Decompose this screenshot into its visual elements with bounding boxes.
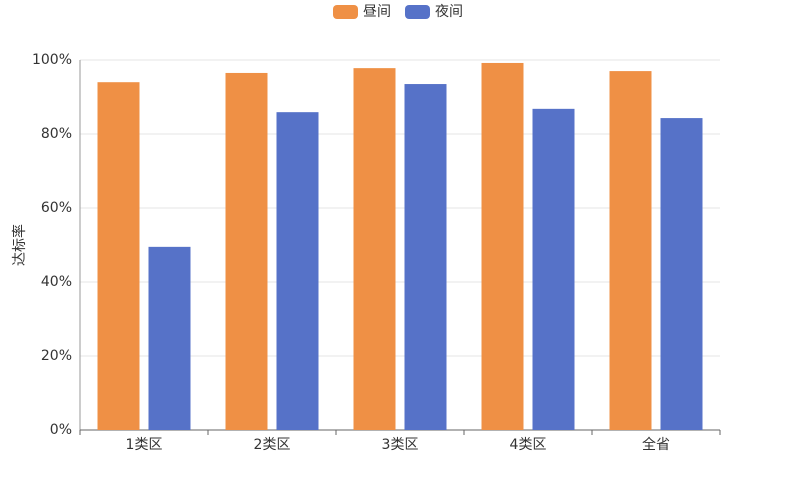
x-tick-label: 1类区: [126, 437, 163, 453]
bar: [276, 112, 319, 431]
legend-swatch[interactable]: [405, 5, 430, 19]
bar: [353, 68, 396, 430]
y-tick-label: 80%: [41, 126, 72, 142]
x-tick-label: 全省: [642, 436, 670, 453]
bar: [225, 72, 268, 430]
y-tick-label: 60%: [41, 200, 72, 216]
bar: [404, 84, 447, 431]
legend-label[interactable]: 夜间: [435, 4, 463, 20]
y-tick-label: 100%: [32, 52, 72, 68]
legend-label[interactable]: 昼间: [363, 4, 391, 20]
x-tick-label: 3类区: [382, 437, 419, 453]
y-tick-label: 0%: [50, 422, 72, 438]
bar: [148, 246, 191, 430]
bar: [481, 62, 524, 431]
bar: [609, 71, 652, 430]
y-tick-label: 20%: [41, 348, 72, 364]
y-tick-label: 40%: [41, 274, 72, 290]
y-axis-label: 达标率: [11, 224, 28, 266]
bar: [532, 108, 575, 430]
x-tick-label: 4类区: [510, 437, 547, 453]
x-tick-label: 2类区: [254, 437, 291, 453]
bar: [660, 118, 703, 430]
legend-swatch[interactable]: [333, 5, 358, 19]
bar: [97, 82, 140, 430]
